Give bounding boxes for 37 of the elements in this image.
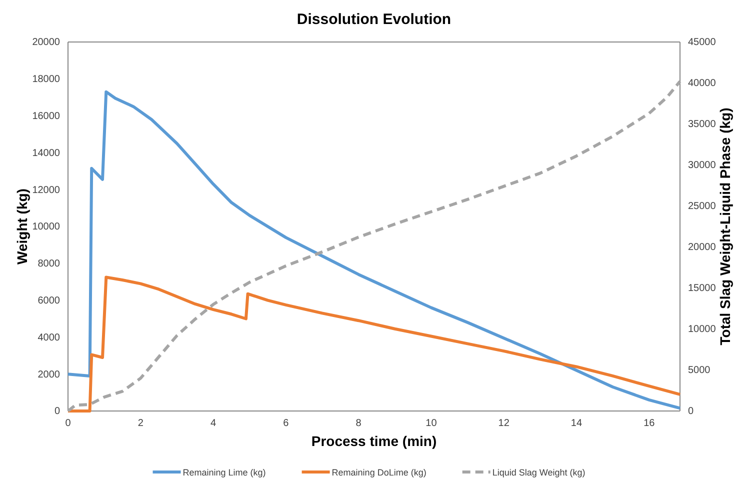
x-tick-label: 6 xyxy=(283,418,290,430)
x-tick-label: 10 xyxy=(426,418,438,430)
y2-tick-label: 0 xyxy=(688,406,694,418)
x-tick-label: 12 xyxy=(498,418,510,430)
y-axis-title: Weight (kg) xyxy=(14,188,30,264)
y-tick-label: 0 xyxy=(54,406,60,418)
y-tick-label: 16000 xyxy=(32,111,60,122)
y2-tick-label: 35000 xyxy=(688,119,716,130)
y-tick-label: 10000 xyxy=(32,222,60,233)
legend-label: Remaining Lime (kg) xyxy=(182,468,266,478)
y2-tick-label: 25000 xyxy=(688,201,716,212)
y2-tick-label: 40000 xyxy=(688,78,716,90)
x-tick-label: 4 xyxy=(210,418,216,430)
x-tick-label: 0 xyxy=(65,418,72,430)
y-tick-label: 12000 xyxy=(32,184,60,196)
y-tick-label: 6000 xyxy=(38,296,60,306)
y-tick-label: 8000 xyxy=(38,258,60,270)
y2-tick-label: 45000 xyxy=(688,37,716,48)
y-tick-label: 4000 xyxy=(38,332,60,344)
y-tick-label: 18000 xyxy=(32,74,60,86)
x-axis-title: Process time (min) xyxy=(311,433,437,449)
y-tick-label: 14000 xyxy=(32,148,60,159)
y2-tick-label: 10000 xyxy=(688,324,716,336)
y2-tick-label: 5000 xyxy=(688,365,711,376)
chart-title: Dissolution Evolution xyxy=(296,11,452,28)
y2-tick-label: 30000 xyxy=(688,160,716,172)
y-tick-label: 20000 xyxy=(32,37,60,48)
y-tick-label: 2000 xyxy=(38,369,60,380)
y2-tick-label: 20000 xyxy=(688,242,716,254)
x-tick-label: 2 xyxy=(138,418,144,430)
y2-axis-title: Total Slag Weight-Liquid Phase (kg) xyxy=(717,108,733,346)
legend-label: Liquid Slag Weight (kg) xyxy=(492,468,586,478)
y2-tick-label: 15000 xyxy=(688,283,716,294)
x-tick-label: 8 xyxy=(356,418,362,430)
x-tick-label: 16 xyxy=(644,418,656,430)
legend-label: Remaining DoLime (kg) xyxy=(332,468,426,478)
x-tick-label: 14 xyxy=(570,418,582,430)
